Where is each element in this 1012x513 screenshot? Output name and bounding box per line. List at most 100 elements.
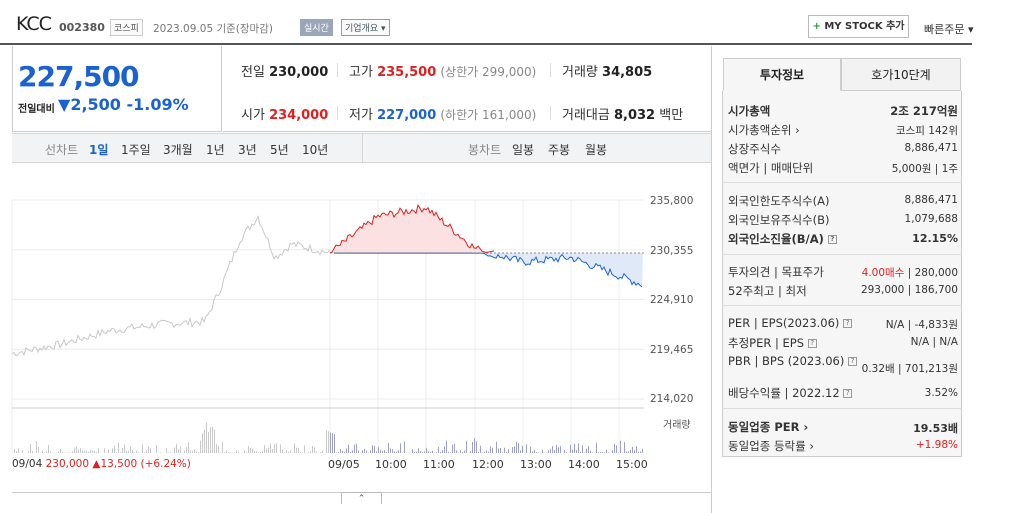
help-icon[interactable]: ? <box>847 357 857 366</box>
tab-1day[interactable]: 1일 <box>89 143 109 157</box>
chart-collapse-button[interactable]: ⌃ <box>341 492 382 504</box>
volume-bar <box>88 451 89 453</box>
volume-bar <box>312 446 313 453</box>
prev-day-info: 09/04 230,000 ▲13,500 (+6.24%) <box>12 458 191 470</box>
tab-monthly[interactable]: 월봉 <box>585 143 608 157</box>
price-box <box>12 46 222 132</box>
per-label: PER | EPS(2023.06) ? <box>728 316 853 330</box>
y-label: 230,355 <box>650 245 694 257</box>
label: 저가 <box>349 108 373 123</box>
market-badge: 코스피 <box>110 19 143 36</box>
x-label: 10:00 <box>375 458 407 471</box>
volume-bar <box>136 450 137 453</box>
help-icon[interactable]: ? <box>843 389 853 398</box>
stock-code: 002380 <box>59 21 105 34</box>
label: PBR | BPS (2023.06) <box>728 354 845 368</box>
value: 8,032 <box>613 108 656 123</box>
volume-bar <box>228 452 229 453</box>
volume-bar <box>464 450 465 453</box>
quick-order-link[interactable]: 빠른주문 ▾ <box>924 23 974 36</box>
volume-bar <box>124 444 125 453</box>
tab-weekly[interactable]: 주봉 <box>548 143 571 157</box>
volume-bar <box>454 443 455 453</box>
label: 배당수익률 | 2022.12 <box>728 386 840 400</box>
line-chart-label: 선차트 <box>45 143 79 157</box>
tab-3year[interactable]: 3년 <box>238 143 257 157</box>
upper-limit: (상한가 299,000) <box>440 65 537 79</box>
volume-bar <box>372 445 373 453</box>
est-per-value: N/A | N/A <box>910 336 958 348</box>
volume-bar <box>474 438 475 453</box>
volume-bar <box>274 444 275 453</box>
volume-bar <box>614 443 615 453</box>
divider <box>337 106 338 120</box>
volume-bar <box>428 451 429 453</box>
volume-bar <box>214 429 215 453</box>
volume-bar <box>608 452 609 453</box>
volume-bar <box>166 448 167 453</box>
volume-bar <box>144 452 145 453</box>
help-icon[interactable]: ? <box>843 319 853 328</box>
volume-bar <box>298 447 299 453</box>
volume-bar <box>440 451 441 453</box>
volume-bar <box>262 451 263 453</box>
tab-5year[interactable]: 5년 <box>270 143 289 157</box>
tab-1week[interactable]: 1주일 <box>121 143 151 157</box>
volume-bar <box>50 451 51 453</box>
tab-1year[interactable]: 1년 <box>206 143 225 157</box>
volume-bar <box>502 452 503 453</box>
volume-bar <box>330 432 331 453</box>
y-label: 219,465 <box>650 344 694 356</box>
tab-10year[interactable]: 10년 <box>302 143 329 157</box>
realtime-button[interactable]: 실시간 <box>300 19 333 36</box>
label: 외국인소진율(B/A) <box>728 232 824 246</box>
mystock-add-button[interactable]: + MY STOCK 추가 <box>808 15 909 38</box>
rank-link[interactable]: 시가총액순위 › <box>728 123 800 137</box>
divider <box>722 408 962 409</box>
industry-per-link[interactable]: 동일업종 PER › <box>728 420 809 434</box>
volume-bar <box>436 452 437 453</box>
industry-rate-link[interactable]: 동일업종 등락률 › <box>728 439 814 453</box>
foreign-ratio-label: 외국인소진율(B/A) ? <box>728 231 837 247</box>
est-per-label: 추정PER | EPS ? <box>728 335 817 351</box>
company-overview-button[interactable]: 기업개요 ▾ <box>341 19 390 36</box>
x-label: 15:00 <box>616 458 648 471</box>
volume-bar <box>484 451 485 453</box>
help-icon[interactable]: ? <box>827 235 837 244</box>
down-arrow-icon: ▼ <box>58 95 71 114</box>
volume-bar <box>290 450 291 453</box>
x-label: 12:00 <box>472 458 504 471</box>
tab-orderbook[interactable]: 호가10단계 <box>841 58 961 91</box>
volume-bar <box>596 442 597 453</box>
value: 234,000 <box>269 108 329 123</box>
volume-bar <box>236 450 237 453</box>
candle-chart-label: 봉차트 <box>468 143 502 157</box>
volume-bar <box>470 451 471 453</box>
volume-bar <box>382 450 383 453</box>
volume-bar <box>412 449 413 453</box>
volume-bar <box>404 441 405 453</box>
volume-bar <box>294 443 295 453</box>
volume-bar <box>128 451 129 453</box>
price-chart[interactable] <box>0 163 711 493</box>
tab-daily[interactable]: 일봉 <box>512 143 535 157</box>
volume-bar <box>488 451 489 453</box>
volume-bar <box>90 450 91 453</box>
volume-bar <box>108 449 109 453</box>
help-icon[interactable]: ? <box>807 339 817 348</box>
volume-bar <box>430 451 431 453</box>
volume-bar <box>346 448 347 453</box>
tab-invest-info[interactable]: 투자정보 <box>723 58 841 91</box>
volume-bar <box>420 451 421 453</box>
volume-bar <box>582 445 583 453</box>
tab-3month[interactable]: 3개월 <box>163 143 193 157</box>
up-line <box>329 203 495 254</box>
volume-bar <box>362 450 363 453</box>
volume-bar <box>320 452 321 453</box>
volume-bar <box>80 448 81 453</box>
label: 거래량 <box>562 65 598 80</box>
volume-bar <box>188 442 189 453</box>
opinion: 4.00매수 <box>861 267 905 279</box>
volume-bar <box>150 448 151 453</box>
par-value: 5,000원 | 1주 <box>891 163 958 175</box>
